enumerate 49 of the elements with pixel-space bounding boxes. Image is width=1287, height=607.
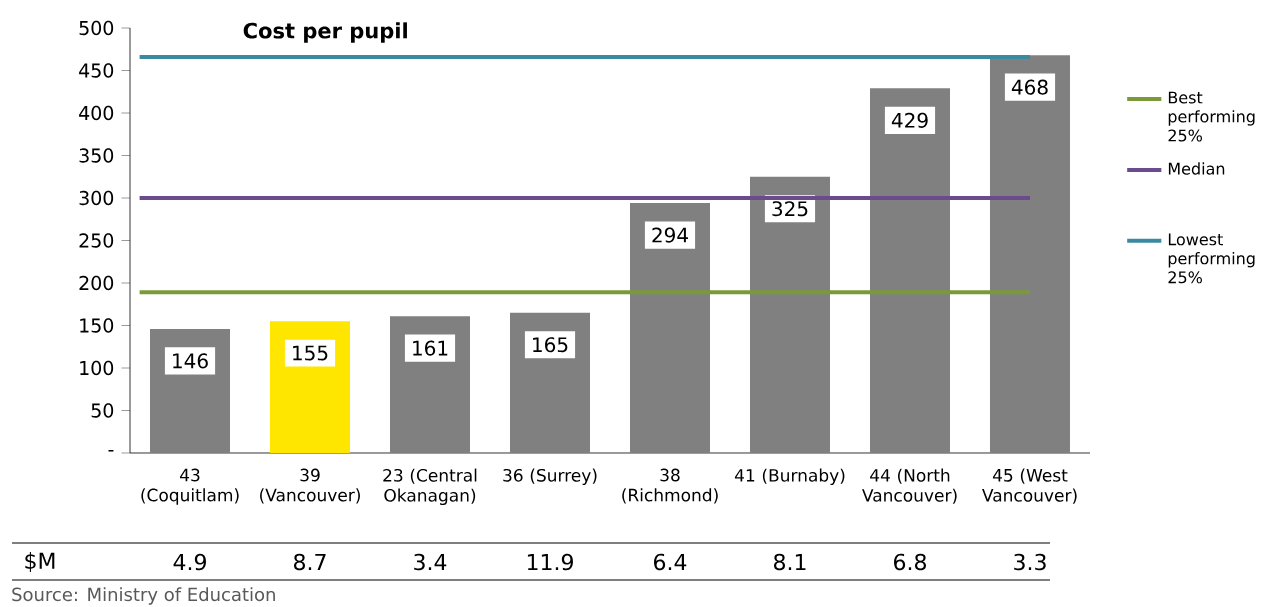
legend-label: Lowest performing 25% xyxy=(1168,233,1255,284)
y-tick-label: 400 xyxy=(79,105,114,121)
text: 6.8 xyxy=(894,553,926,571)
x-tick-label: 38 (Richmond) xyxy=(622,468,718,504)
text: 8.7 xyxy=(294,553,326,571)
data-label: 146 xyxy=(173,353,208,369)
text: 4.9 xyxy=(173,553,206,571)
bar xyxy=(749,176,830,453)
data-label: 155 xyxy=(293,345,328,361)
y-tick-label: - xyxy=(108,450,114,452)
bar xyxy=(510,312,590,453)
y-tick-label: 100 xyxy=(80,360,114,376)
y-tick-label: 250 xyxy=(79,233,114,248)
data-label: 294 xyxy=(652,227,688,243)
y-tick-label: 350 xyxy=(79,148,114,163)
x-tick-label: 39 (Vancouver) xyxy=(260,468,360,504)
data-label: 161 xyxy=(413,340,448,356)
bar xyxy=(869,88,950,453)
source-note: Source: Ministry of Education xyxy=(12,587,275,605)
y-tick-label: 300 xyxy=(79,190,114,206)
data-label: 429 xyxy=(891,112,928,128)
text: 11.9 xyxy=(527,553,573,571)
x-tick-label: 41 (Burnaby) xyxy=(734,468,845,486)
y-tick-label: 50 xyxy=(91,403,114,418)
x-tick-label: 43 (Coquitlam) xyxy=(141,468,239,505)
data-label: 468 xyxy=(1011,79,1048,95)
text: 3.3 xyxy=(1014,553,1046,571)
text: 6.4 xyxy=(654,553,687,571)
data-label: 325 xyxy=(772,201,808,217)
legend-label: Best performing 25% xyxy=(1168,91,1255,142)
text: $M xyxy=(25,552,55,572)
chart-title: Cost per pupil xyxy=(243,22,407,43)
x-tick-label: 45 (West Vancouver) xyxy=(982,468,1077,504)
bar xyxy=(270,321,350,453)
bar xyxy=(390,316,470,453)
text: 3.4 xyxy=(414,553,447,571)
bar xyxy=(150,328,230,453)
x-tick-label: 23 (Central Okanagan) xyxy=(383,468,477,506)
legend-label: Median xyxy=(1168,162,1225,175)
data-label: 165 xyxy=(533,337,568,353)
bar xyxy=(989,55,1070,453)
y-tick-label: 450 xyxy=(79,63,114,78)
y-tick-label: 200 xyxy=(79,275,114,291)
bar xyxy=(630,203,710,453)
text: 8.1 xyxy=(774,553,806,571)
y-tick-label: 150 xyxy=(80,318,114,333)
x-tick-label: 36 (Surrey) xyxy=(503,468,597,486)
y-tick-label: 500 xyxy=(79,20,114,36)
x-tick-label: 44 (North Vancouver) xyxy=(862,468,957,504)
